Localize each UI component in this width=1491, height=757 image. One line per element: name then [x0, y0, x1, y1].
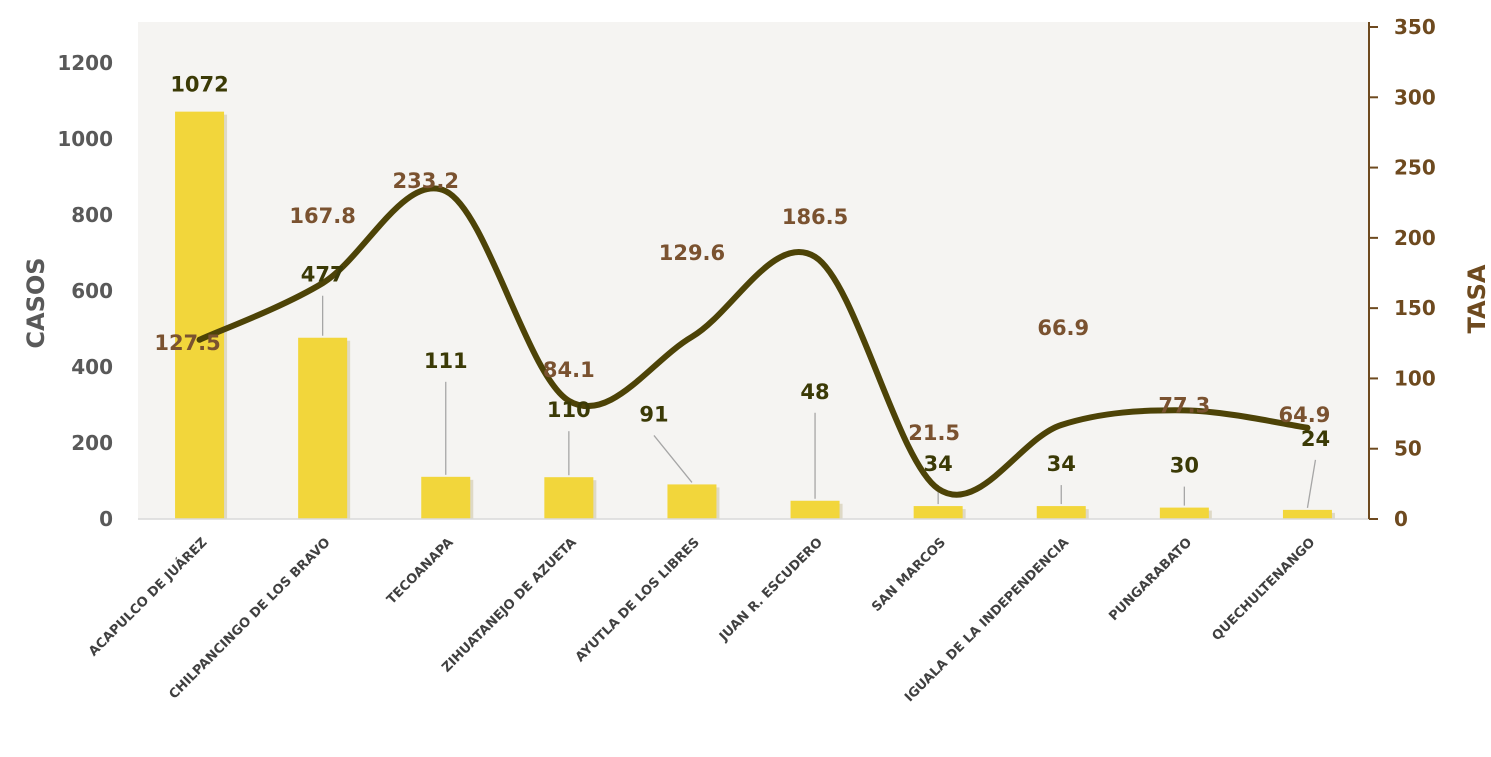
bar-value-label: 34	[1047, 452, 1076, 476]
bar-value-label: 110	[547, 398, 591, 422]
line-value-label: 21.5	[908, 421, 960, 445]
y-tick-label-right: 50	[1394, 437, 1422, 461]
y-tick-label-right: 0	[1394, 507, 1408, 531]
y-tick-label-left: 600	[71, 279, 113, 303]
y-tick-label-right: 350	[1394, 15, 1436, 39]
y-tick-label-right: 250	[1394, 156, 1436, 180]
line-value-label: 127.5	[154, 331, 220, 355]
y-tick-label-left: 800	[71, 203, 113, 227]
bars-layer	[175, 111, 1335, 519]
bar	[913, 506, 963, 519]
bar	[421, 476, 471, 519]
bar	[1282, 509, 1332, 519]
bar	[298, 337, 348, 519]
y-tick-label-left: 200	[71, 431, 113, 455]
line-value-label: 84.1	[543, 358, 595, 382]
y-tick-label-left: 1200	[57, 51, 113, 75]
y-tick-label-right: 150	[1394, 296, 1436, 320]
rate-line	[196, 185, 1311, 498]
bar-value-label: 477	[301, 263, 345, 287]
category-label: QUECHULTENANGO	[1209, 535, 1318, 644]
line-value-label: 64.9	[1279, 403, 1331, 427]
y-tick-label-right: 200	[1394, 226, 1436, 250]
category-label: TECOANAPA	[384, 535, 456, 607]
bar-value-label: 48	[800, 380, 829, 404]
bar	[1159, 507, 1209, 519]
data-labels-layer: 1072 477 111 110 91 48 34 34 30 24 127.5 167.8 233.2…	[154, 73, 1330, 478]
bar	[790, 500, 840, 519]
y-axis-title-left: CASOS	[22, 257, 50, 348]
line-value-label: 167.8	[289, 204, 355, 228]
y-axis-title-right: TASA	[1463, 264, 1491, 333]
y-tick-label-left: 400	[71, 355, 113, 379]
y-tick-label-left: 0	[99, 507, 113, 531]
bar	[1036, 506, 1086, 519]
bar-value-label: 111	[424, 349, 468, 373]
bar-value-label: 34	[924, 452, 953, 476]
bar	[667, 484, 717, 519]
category-label: PUNGARABATO	[1106, 535, 1195, 624]
line-value-label: 66.9	[1037, 316, 1089, 340]
bar-value-label: 24	[1301, 427, 1330, 451]
category-label: SAN MARCOS	[869, 535, 949, 615]
category-label: ACAPULCO DE JUÁREZ	[85, 535, 210, 660]
line-value-label: 233.2	[393, 169, 459, 193]
category-label: AYUTLA DE LOS LIBRES	[573, 535, 703, 665]
y-tick-label-right: 300	[1394, 85, 1436, 109]
line-value-label: 186.5	[782, 205, 848, 229]
y-tick-label-left: 1000	[57, 127, 113, 151]
leader-line	[653, 435, 693, 483]
line-value-label: 77.3	[1158, 393, 1210, 417]
category-label: ZIHUATANEJO DE AZUETA	[439, 535, 579, 675]
category-label: JUAN R. ESCUDERO	[716, 535, 826, 645]
bar	[544, 477, 594, 519]
bar-value-label: 1072	[170, 73, 228, 97]
line-value-label: 129.6	[659, 241, 725, 265]
bar-value-label: 91	[639, 402, 668, 426]
bar	[175, 111, 225, 519]
bar-value-label: 30	[1170, 454, 1199, 478]
y-tick-label-right: 100	[1394, 366, 1436, 390]
leader-line	[1306, 459, 1317, 508]
